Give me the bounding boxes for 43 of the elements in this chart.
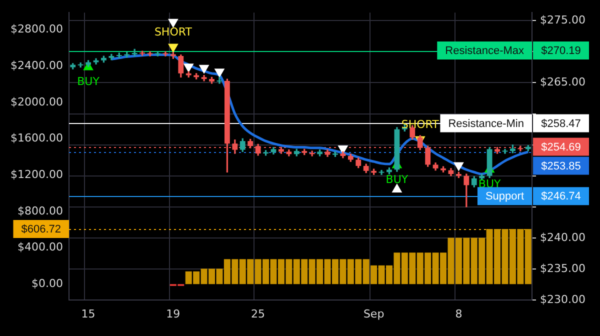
text: $253.85 <box>541 160 581 172</box>
point <box>392 184 402 193</box>
candlestick <box>502 148 508 154</box>
ref-line-label: Resistance-Min <box>448 118 524 130</box>
y-tick-label: $2000.00 <box>10 95 63 108</box>
y-tick-label: $1200.00 <box>10 168 63 181</box>
point <box>168 44 178 52</box>
candlestick <box>162 51 168 56</box>
ref-line-label: Resistance-Max <box>445 45 524 58</box>
y-tick-label: $1600.00 <box>10 132 63 145</box>
y2-tick-label: $240.00 <box>540 230 586 244</box>
ref-line-label: $606.72 <box>21 224 61 236</box>
y-tick-label: $0.00 <box>32 276 63 290</box>
ref-line-label: Support <box>485 190 524 203</box>
candlestick <box>78 62 84 68</box>
point <box>184 64 194 72</box>
x-tick-label: 19 <box>166 307 180 320</box>
y2-tick-label: $235.00 <box>540 262 586 275</box>
point <box>168 18 178 28</box>
y2-tick-label: $230.00 <box>540 292 586 306</box>
text: $246.74 <box>541 190 581 203</box>
point <box>199 64 209 74</box>
y2-tick-label: $265.00 <box>540 76 586 89</box>
candlestick <box>147 51 153 56</box>
y-tick-label: $2800.00 <box>10 22 63 36</box>
x-tick-label: 15 <box>81 307 96 320</box>
text: $258.47 <box>541 118 581 130</box>
x-tick-label: Sep <box>363 307 384 320</box>
y-tick-label: $800.00 <box>18 204 63 218</box>
text: $254.69 <box>541 141 581 154</box>
data-label: BUY <box>478 178 501 191</box>
data-label: BUY <box>77 75 100 88</box>
x-tick-label: 8 <box>455 307 462 320</box>
candlestick <box>216 76 222 84</box>
x-tick-label: 25 <box>251 307 266 320</box>
text: $270.19 <box>541 45 581 58</box>
y-tick-label: $400.00 <box>18 240 63 254</box>
data-label: BUY <box>386 173 408 186</box>
data-label: SHORT <box>154 26 192 39</box>
point <box>214 68 224 78</box>
y-tick-label: $2400.00 <box>10 59 63 72</box>
y2-tick-label: $275.00 <box>540 14 586 27</box>
candlestick <box>378 170 384 175</box>
